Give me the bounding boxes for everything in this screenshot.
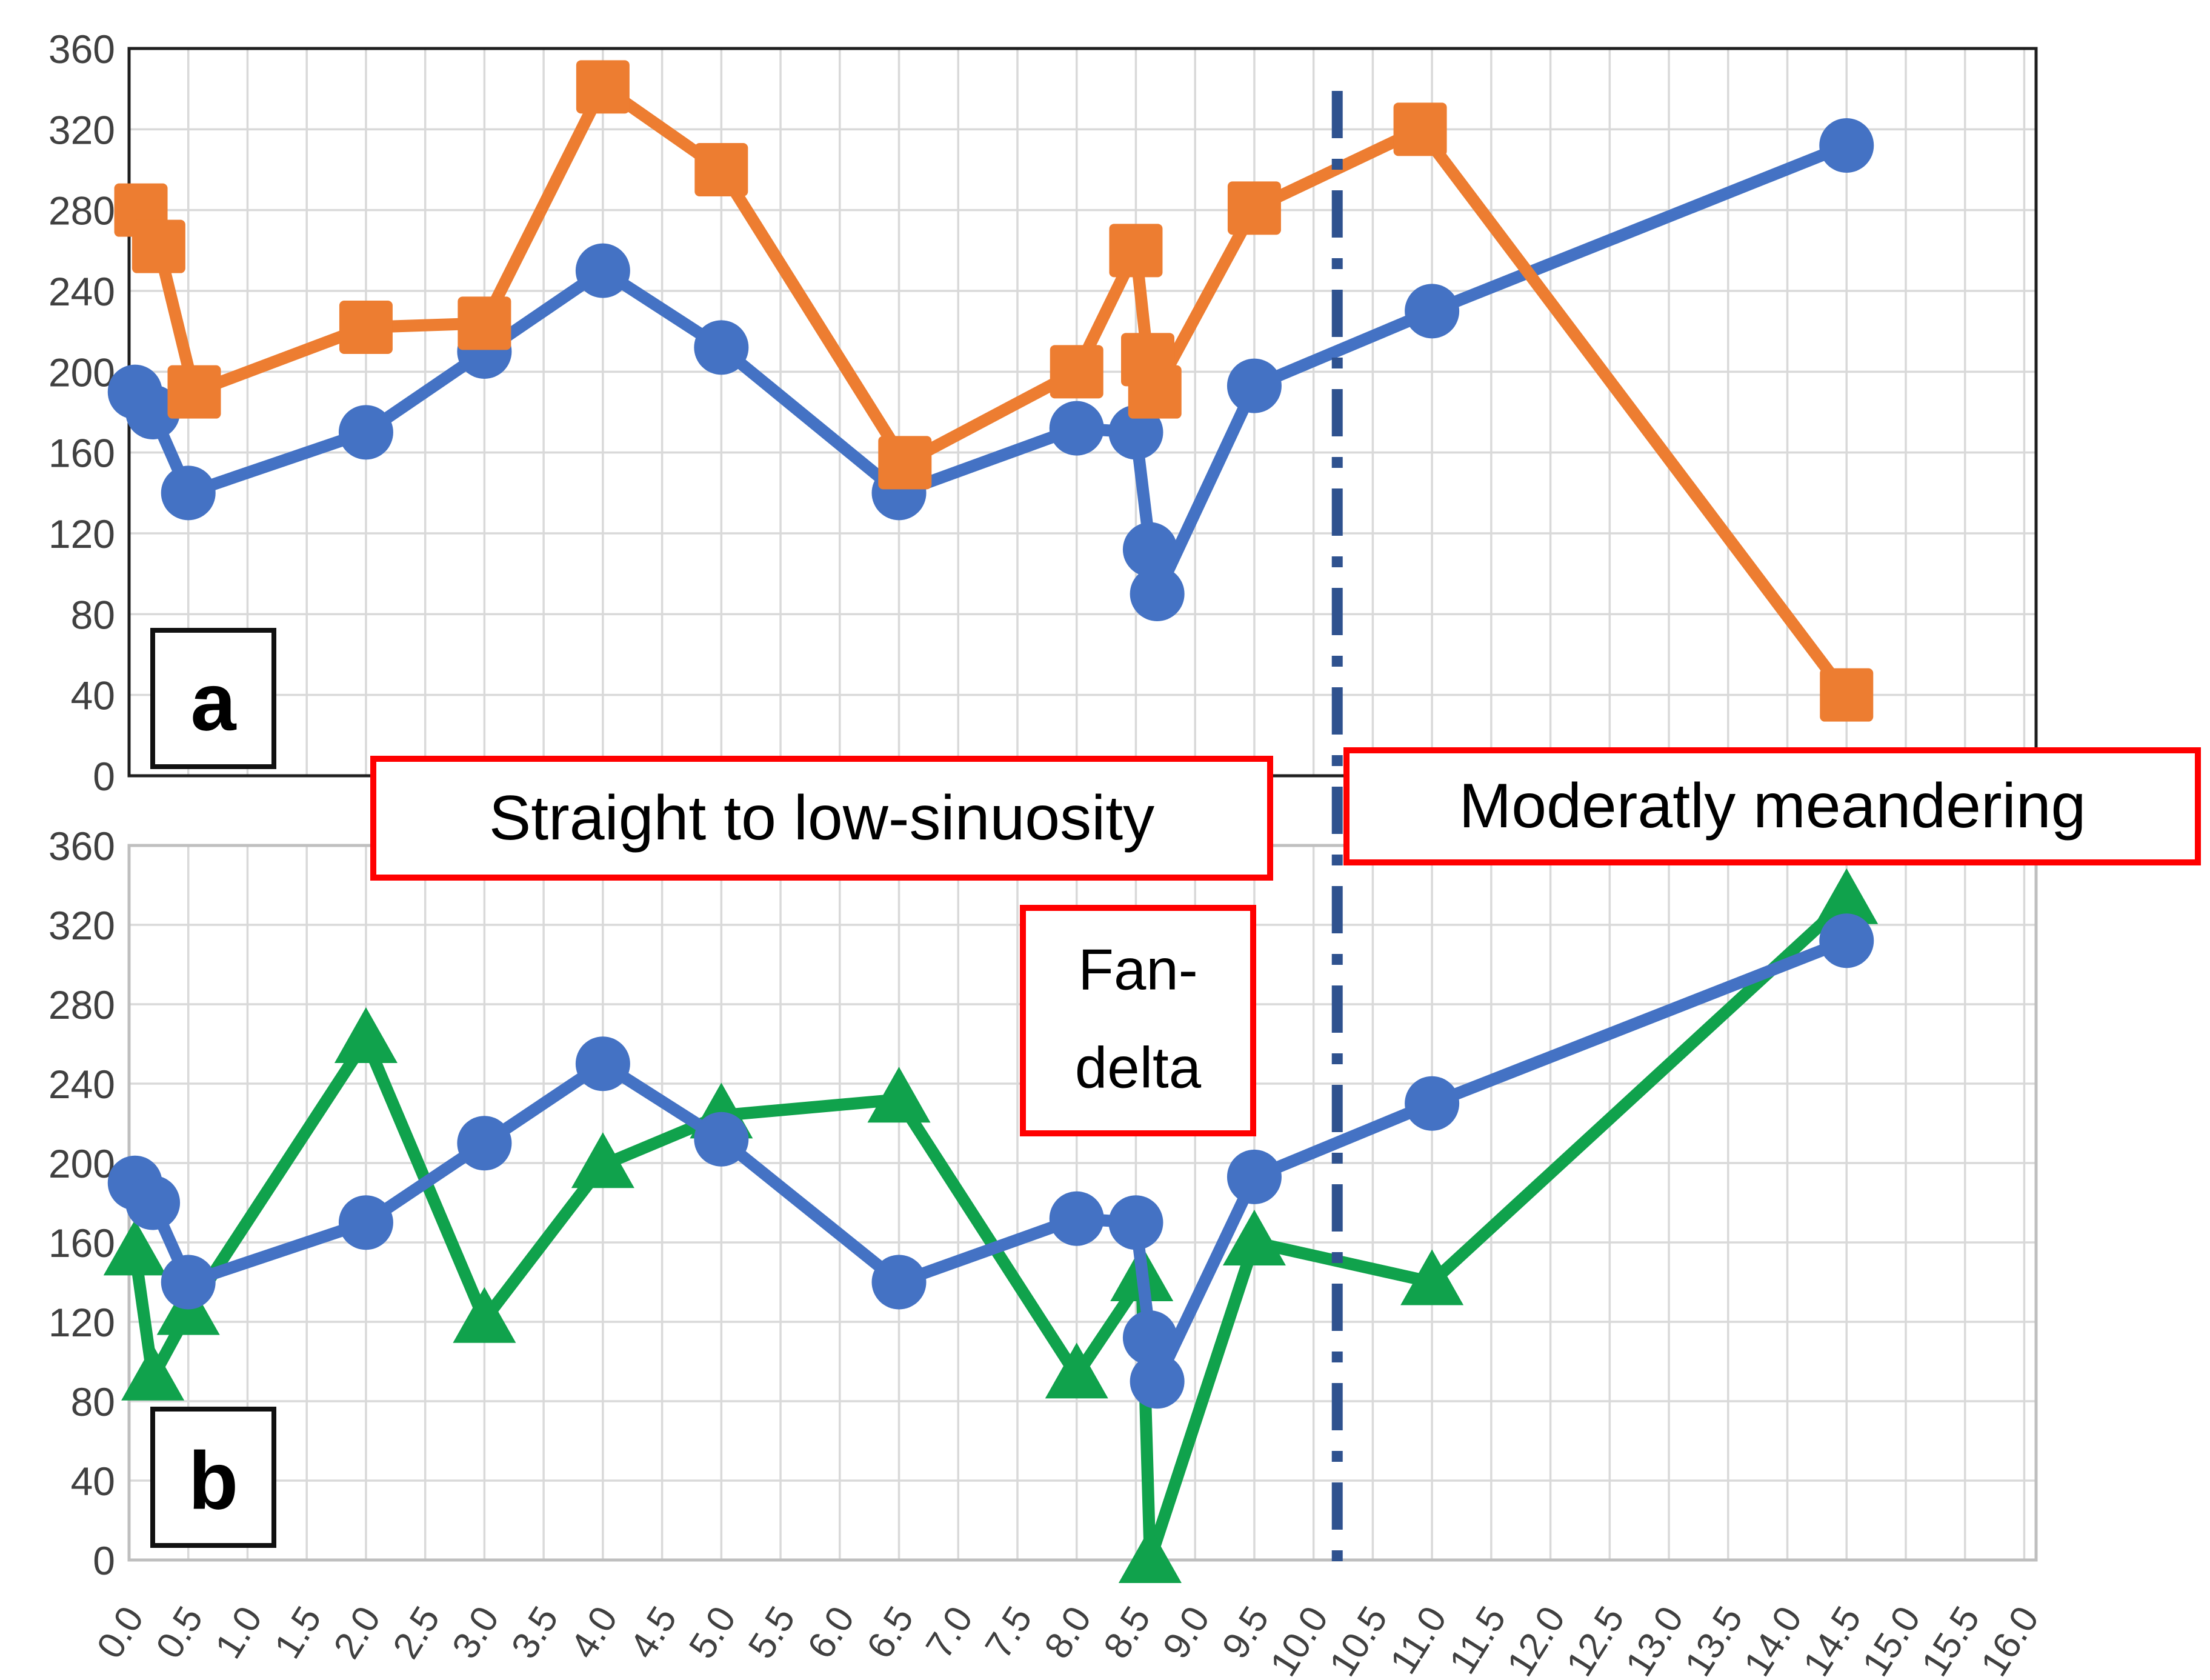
panel-a-label-box xyxy=(150,628,276,769)
orange-squares-marker xyxy=(1820,668,1874,722)
green-triangles-marker xyxy=(1118,1527,1182,1583)
blue-circles-marker xyxy=(1819,913,1874,968)
y-axis-tick-label: 360 xyxy=(48,27,115,72)
zone-fan-delta-box xyxy=(1020,905,1256,1136)
y-axis-tick-label: 200 xyxy=(48,350,115,395)
green-triangles-marker xyxy=(103,1219,167,1276)
blue-circles-marker xyxy=(1049,1191,1104,1246)
zone-meandering-label: Moderatly meandering xyxy=(1459,771,2086,841)
y-axis-tick-label: 280 xyxy=(48,982,115,1027)
blue-circles-marker xyxy=(125,385,181,439)
y-axis-tick-label: 280 xyxy=(48,188,115,233)
y-axis-tick-label: 240 xyxy=(48,1062,115,1107)
blue-circles-marker xyxy=(1122,1310,1177,1365)
blue-circles-marker xyxy=(338,1195,393,1250)
zone-fan-delta-label-line2: delta xyxy=(1075,1036,1202,1101)
green-triangles-marker xyxy=(121,1344,185,1401)
green-triangles-marker xyxy=(571,1132,634,1188)
y-axis-tick-label: 0 xyxy=(93,1538,115,1583)
blue-circles-marker xyxy=(1226,358,1282,413)
green-triangles-marker xyxy=(1815,868,1879,924)
blue-circles-marker xyxy=(1130,567,1185,621)
blue-circles-marker xyxy=(1405,1076,1460,1131)
y-axis-tick-label: 240 xyxy=(48,269,115,314)
blue-circles-marker xyxy=(1049,401,1104,456)
panel-a-label: a xyxy=(190,656,236,748)
y-axis-tick-label: 160 xyxy=(48,1221,115,1265)
orange-squares-marker xyxy=(1050,345,1103,399)
orange-squares-marker xyxy=(694,143,748,196)
green-triangles-marker xyxy=(453,1287,516,1343)
y-axis-tick-label: 80 xyxy=(71,592,115,637)
orange-squares-marker xyxy=(131,219,185,273)
zone-straight-label: Straight to low-sinuosity xyxy=(489,783,1154,853)
zone-straight-box xyxy=(370,756,1273,881)
y-axis-tick-label: 120 xyxy=(48,1300,115,1345)
blue-circles-marker xyxy=(1819,118,1874,173)
blue-circles-marker xyxy=(1108,1195,1163,1250)
panel-b-label: b xyxy=(188,1435,238,1527)
orange-squares-marker xyxy=(1109,224,1163,278)
orange-squares-marker xyxy=(1227,181,1281,235)
orange-squares-marker xyxy=(458,296,511,350)
blue-circles-marker xyxy=(1130,1354,1185,1409)
blue-circles-marker xyxy=(125,1175,181,1230)
zone-fan-delta-label-line1: Fan- xyxy=(1078,938,1197,1002)
y-axis-tick-label: 80 xyxy=(71,1379,115,1424)
blue-circles-marker xyxy=(1108,405,1163,460)
blue-circles-marker xyxy=(457,1116,512,1171)
y-axis-tick-label: 40 xyxy=(71,673,115,718)
blue-circles-marker xyxy=(871,1255,927,1310)
y-axis-tick-label: 320 xyxy=(48,903,115,948)
y-axis-tick-label: 0 xyxy=(93,754,115,799)
blue-circles-marker xyxy=(338,405,393,460)
y-axis-tick-label: 40 xyxy=(71,1459,115,1504)
green-triangles-marker xyxy=(1400,1249,1464,1305)
orange-squares-marker xyxy=(1128,365,1182,419)
blue-circles-marker xyxy=(161,1255,216,1310)
green-triangles-marker xyxy=(1222,1210,1286,1265)
orange-squares-marker xyxy=(878,436,932,490)
blue-circles-marker xyxy=(1405,284,1460,339)
blue-circles-marker xyxy=(1226,1149,1282,1204)
zone-meandering-box xyxy=(1343,747,2201,865)
blue-circles-marker xyxy=(694,320,749,375)
blue-circles-marker xyxy=(1122,522,1177,577)
orange-squares-marker xyxy=(339,301,393,354)
y-axis-tick-label: 200 xyxy=(48,1141,115,1186)
y-axis-tick-label: 160 xyxy=(48,431,115,476)
blue-circles-marker xyxy=(161,465,216,521)
orange-squares-marker xyxy=(576,60,630,114)
panel-b-label-box xyxy=(150,1407,276,1548)
orange-squares-marker xyxy=(167,365,221,419)
blue-circles-marker xyxy=(694,1112,749,1167)
y-axis-tick-label: 360 xyxy=(48,824,115,868)
green-triangles-marker xyxy=(867,1067,931,1123)
y-axis-tick-label: 120 xyxy=(48,512,115,556)
blue-circles-marker xyxy=(575,243,630,298)
blue-circles-marker xyxy=(575,1036,630,1092)
y-axis-tick-label: 320 xyxy=(48,107,115,152)
green-triangles-marker xyxy=(1045,1342,1108,1399)
green-triangles-marker xyxy=(334,1007,398,1063)
orange-squares-marker xyxy=(1393,102,1447,156)
